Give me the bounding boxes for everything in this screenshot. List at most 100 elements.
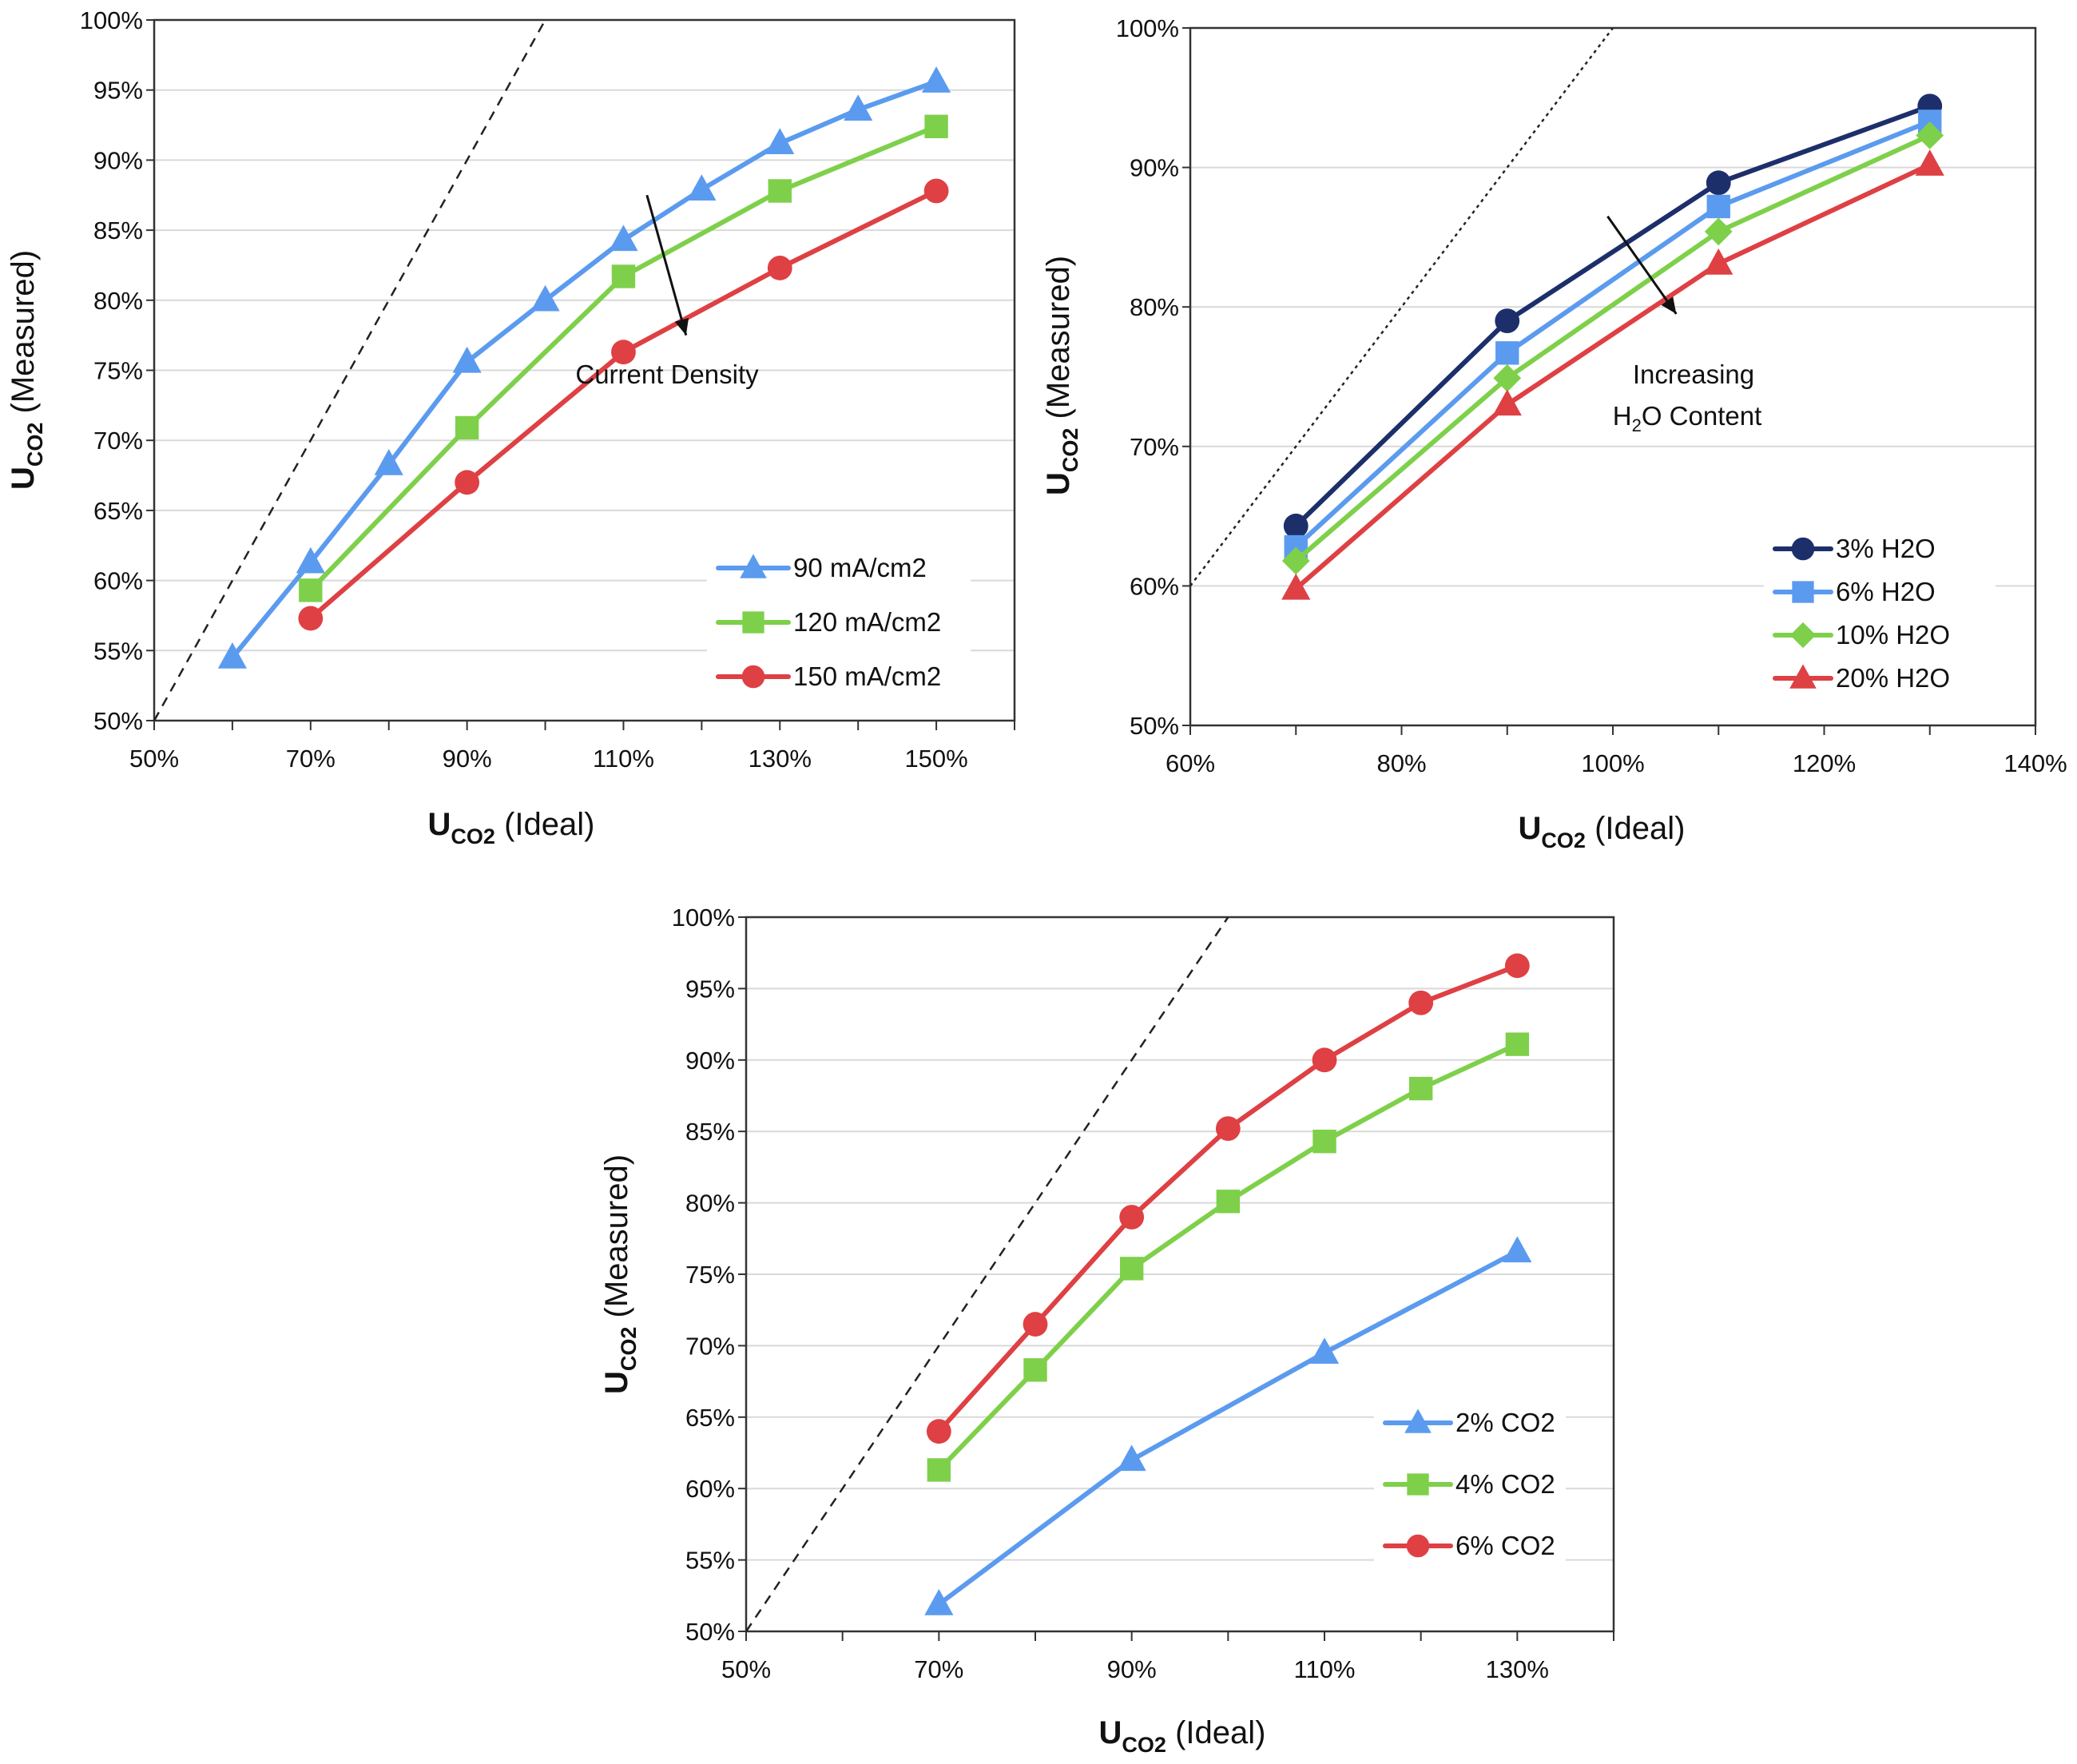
data-point [1119, 1257, 1144, 1281]
ideal-reference-line [746, 917, 1229, 1631]
data-point [611, 264, 636, 288]
y-tick-label: 60% [93, 567, 143, 595]
data-point [1313, 1130, 1336, 1154]
y-tick-label: 90% [1130, 154, 1179, 182]
y-tick-label: 80% [1130, 293, 1179, 321]
y-tick-label: 70% [93, 427, 143, 455]
y-tick-label: 50% [1130, 712, 1179, 740]
y-tick-label: 90% [685, 1047, 735, 1075]
y-tick-label: 65% [685, 1404, 735, 1432]
data-point [1281, 573, 1311, 600]
series-line [936, 1249, 1520, 1607]
data-point [1495, 341, 1519, 365]
legend-marker [1406, 1534, 1430, 1558]
series-line [1293, 118, 1932, 550]
data-point [609, 224, 638, 252]
data-point [1281, 546, 1310, 575]
data-point [1408, 990, 1434, 1015]
data-point [374, 448, 403, 475]
data-point [452, 346, 482, 373]
annotation-text: H2O Content [1613, 401, 1762, 435]
legend-label: 6% H2O [1836, 577, 1936, 606]
data-point [1504, 953, 1530, 979]
data-point [1117, 1444, 1146, 1472]
annotation-text: Increasing [1633, 360, 1754, 389]
x-tick-label: 130% [749, 745, 812, 773]
chart-current-density: 50% 55% 60% 65% 70% 75% 80% 85% 90% 95% 100% 50% 70%… [6, 6, 1016, 848]
series-line [1293, 133, 1932, 563]
y-tick-label: 85% [93, 217, 143, 244]
data-point [765, 128, 795, 155]
x-axis-title: UCO2 (Ideal) [1519, 811, 1686, 852]
data-point [1215, 1116, 1241, 1142]
legend-label: 6% CO2 [1455, 1531, 1555, 1560]
y-tick-label: 100% [80, 6, 143, 34]
legend-marker [741, 665, 765, 689]
y-tick-label: 70% [685, 1332, 735, 1360]
data-point [1495, 308, 1520, 334]
data-point [455, 415, 479, 440]
data-point [1706, 170, 1731, 196]
data-point [1283, 513, 1309, 538]
legend-label: 4% CO2 [1455, 1469, 1555, 1499]
y-tick-label: 60% [685, 1475, 735, 1503]
y-axis-title: UCO2 (Measured) [6, 250, 47, 490]
data-point [217, 642, 247, 669]
y-tick-label: 100% [1116, 14, 1179, 42]
ideal-reference-line [1190, 28, 1614, 587]
y-tick-label: 55% [685, 1547, 735, 1575]
data-point [922, 66, 951, 93]
y-tick-label: 70% [1130, 433, 1179, 461]
data-point [1503, 1236, 1532, 1263]
legend-label: 3% H2O [1836, 534, 1936, 563]
y-tick-label: 75% [93, 357, 143, 385]
x-tick-label: 150% [904, 745, 967, 773]
data-point [924, 114, 948, 139]
legend-label: 10% H2O [1836, 620, 1950, 650]
legend-label: 120 mA/cm2 [793, 607, 941, 637]
x-tick-label: 70% [914, 1655, 963, 1683]
legend-label: 150 mA/cm2 [793, 662, 941, 691]
data-point [924, 1588, 954, 1615]
data-point [611, 340, 636, 365]
legend: 2% CO2 4% CO2 6% CO2 [1374, 1393, 1566, 1575]
annotation-arrow [645, 194, 688, 336]
x-tick-label: 70% [286, 745, 336, 773]
annotation-arrowhead [674, 317, 689, 336]
y-axis-title: UCO2 (Measured) [599, 1154, 641, 1394]
chart-co2-content: 50% 55% 60% 65% 70% 75% 80% 85% 90% 95% 100% 50% 70%… [599, 904, 1615, 1757]
data-point [455, 470, 480, 495]
data-point [687, 174, 717, 201]
legend-marker [1791, 537, 1815, 561]
x-tick-label: 110% [593, 745, 654, 773]
x-tick-label: 110% [1294, 1655, 1356, 1683]
y-axis-title: UCO2 (Measured) [1041, 256, 1082, 495]
data-point [299, 578, 323, 602]
data-point [1309, 1337, 1340, 1365]
x-tick-label: 50% [129, 745, 179, 773]
y-tick-label: 100% [672, 904, 735, 932]
data-point [926, 1419, 951, 1444]
y-tick-label: 90% [93, 146, 143, 174]
data-point [1916, 121, 1944, 149]
x-tick-label: 80% [1376, 749, 1426, 777]
legend-label: 2% CO2 [1455, 1408, 1555, 1437]
y-tick-label: 80% [685, 1190, 735, 1218]
data-point [1505, 1032, 1530, 1056]
data-point [1704, 217, 1733, 246]
data-point [767, 256, 792, 280]
series-line [1293, 162, 1932, 591]
x-tick-label: 100% [1581, 749, 1644, 777]
legend-label: 90 mA/cm2 [793, 553, 927, 582]
x-axis-title: UCO2 (Ideal) [1099, 1715, 1266, 1757]
y-tick-label: 60% [1130, 572, 1179, 600]
legend-marker [740, 554, 767, 578]
y-tick-label: 50% [685, 1618, 735, 1646]
data-point [298, 606, 324, 631]
x-tick-label: 90% [443, 745, 492, 773]
data-point [1216, 1190, 1241, 1214]
y-tick-label: 95% [685, 975, 735, 1003]
annotation-arrow [1606, 215, 1678, 315]
data-point [1119, 1205, 1145, 1230]
data-point [296, 546, 325, 574]
